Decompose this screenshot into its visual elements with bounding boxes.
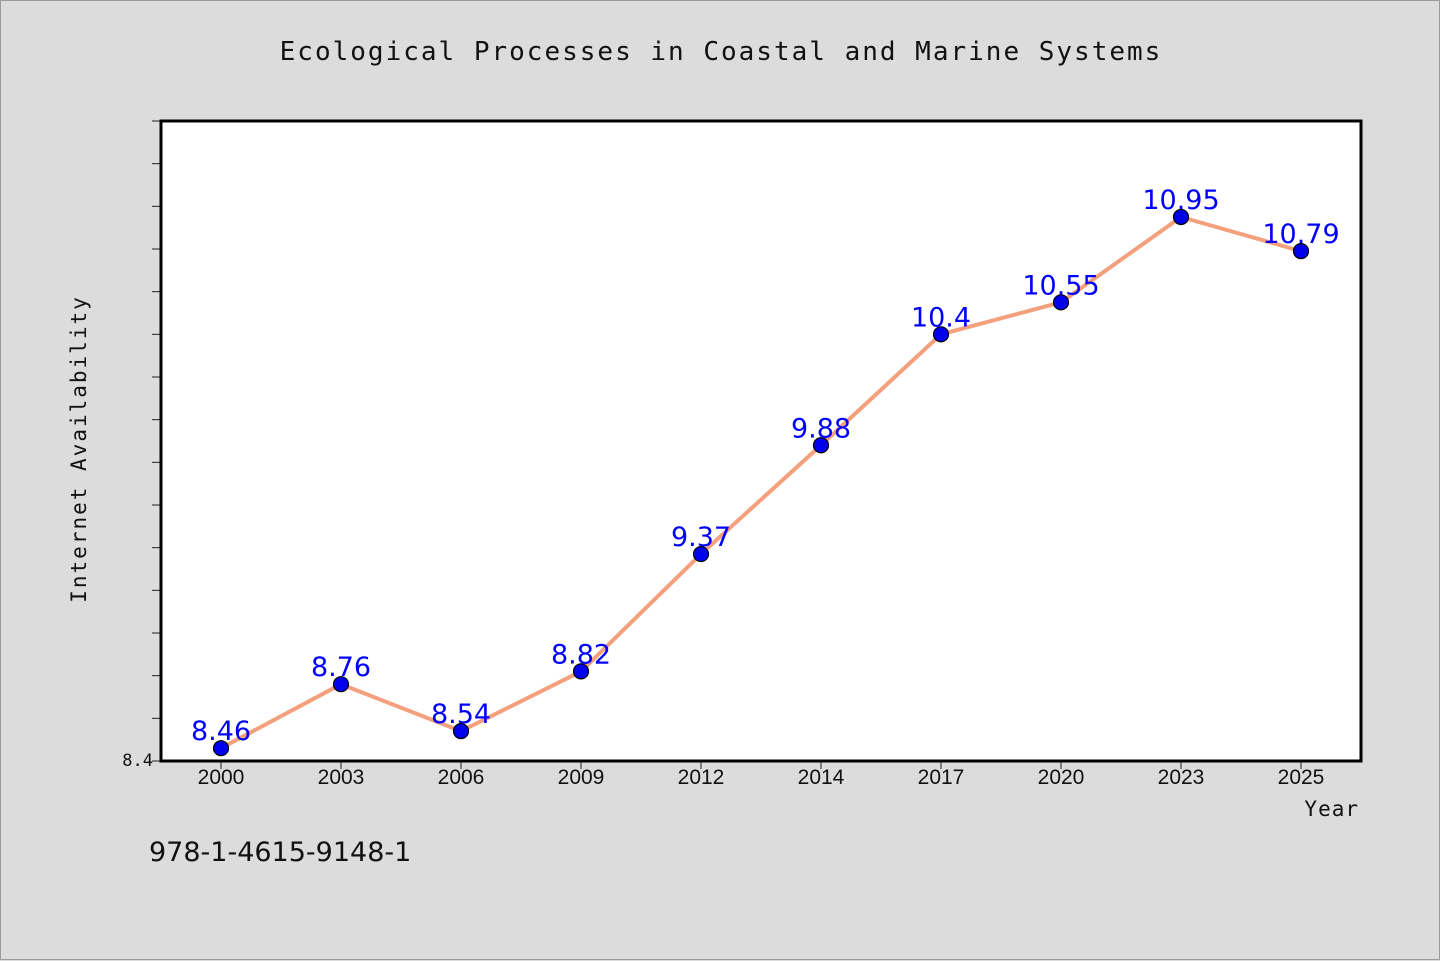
data-label: 9.88 xyxy=(791,413,851,444)
data-point xyxy=(332,676,350,693)
x-tick-label: 2012 xyxy=(678,766,725,789)
x-tick-label: 2000 xyxy=(198,766,245,789)
y-tick-label: 8.4 xyxy=(122,751,153,771)
x-tick-label: 2017 xyxy=(918,766,965,789)
series-line xyxy=(219,215,1303,751)
data-label: 8.46 xyxy=(191,716,251,747)
x-tick-label: 2023 xyxy=(1158,766,1205,789)
data-point xyxy=(692,545,710,563)
x-tick-label: 2003 xyxy=(318,766,365,789)
data-label: 10.4 xyxy=(911,302,971,333)
plot-border xyxy=(159,119,1363,763)
x-tick-label: 2006 xyxy=(438,766,485,789)
data-label: 8.54 xyxy=(431,699,491,730)
plot-area xyxy=(161,121,1361,761)
footnote-isbn: 978-1-4615-9148-1 xyxy=(149,837,412,868)
data-label: 8.76 xyxy=(311,652,371,683)
data-label: 10.95 xyxy=(1142,185,1219,216)
data-point xyxy=(812,437,830,454)
data-point xyxy=(1052,294,1070,311)
data-label: 9.37 xyxy=(671,522,731,553)
data-label: 10.55 xyxy=(1022,270,1099,301)
data-point xyxy=(932,326,950,343)
data-point xyxy=(572,663,590,680)
data-point xyxy=(1172,208,1190,226)
data-point xyxy=(452,723,470,740)
data-point xyxy=(1292,243,1310,260)
data-label: 10.79 xyxy=(1262,219,1339,250)
x-tick-label: 2014 xyxy=(798,766,845,789)
x-tick-label: 2009 xyxy=(558,766,605,789)
x-tick-label: 2020 xyxy=(1038,766,1085,789)
data-point xyxy=(212,740,230,757)
data-label: 8.82 xyxy=(551,639,611,670)
chart-title: Ecological Processes in Coastal and Mari… xyxy=(279,37,1163,67)
x-axis-label: Year xyxy=(1304,797,1359,821)
x-tick-label: 2025 xyxy=(1278,766,1325,789)
